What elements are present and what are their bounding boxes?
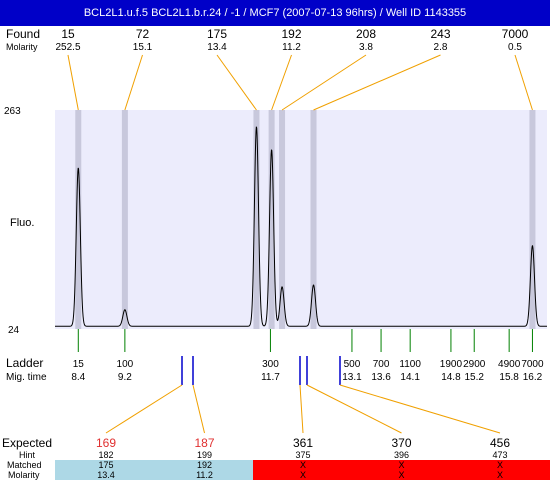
- peak-band: [529, 110, 536, 329]
- peak-band: [310, 110, 317, 329]
- ladder-size-value: 1100: [399, 359, 421, 370]
- hint-value: 375: [295, 450, 310, 460]
- peak-band: [75, 110, 82, 329]
- ladder-size-value: 15: [73, 359, 85, 370]
- fluorescence-trace: [55, 126, 547, 327]
- peak-band: [253, 110, 260, 329]
- found-connector: [313, 54, 441, 111]
- ladder-time-value: 11.7: [261, 372, 280, 383]
- found-molarity-value: 15.1: [133, 42, 153, 53]
- ladder-time-value: 8.4: [71, 372, 85, 383]
- found-size-value: 243: [430, 27, 450, 41]
- matched-molarity-value: 13.4: [97, 470, 115, 480]
- expected-size-value: 456: [490, 436, 510, 450]
- found-connector: [67, 54, 79, 111]
- hint-label: Hint: [19, 450, 36, 460]
- ladder-time-value: 16.2: [523, 372, 543, 383]
- matched-value: X: [497, 460, 503, 470]
- matched-value: X: [300, 460, 306, 470]
- ladder-size-value: 700: [373, 359, 390, 370]
- matched-molarity-value: X: [398, 470, 404, 480]
- ladder-size-value: 1900: [440, 359, 463, 370]
- y-tick-label: 263: [4, 106, 21, 117]
- ladder-size-value: 7000: [521, 359, 544, 370]
- peak-band: [279, 110, 286, 329]
- hint-value: 199: [197, 450, 212, 460]
- fluorescence-axis-label: Fluo.: [10, 217, 34, 229]
- plot-area: [55, 110, 547, 329]
- found-molarity-value: 13.4: [207, 42, 227, 53]
- expected-size-value: 361: [293, 436, 313, 450]
- migration-time-label: Mig. time: [6, 372, 47, 383]
- chart-title-bar: BCL2L1.u.f.5 BCL2L1.b.r.24 / -1 / MCF7 (…: [0, 0, 550, 26]
- ladder-size-value: 300: [262, 359, 279, 370]
- expected-connector: [306, 384, 402, 434]
- ladder-time-value: 14.1: [400, 372, 420, 383]
- found-label: Found: [6, 27, 40, 41]
- matched-label: Matched: [7, 460, 42, 470]
- matched-molarity-value: X: [300, 470, 306, 480]
- expected-label: Expected: [2, 436, 52, 450]
- hint-value: 182: [98, 450, 113, 460]
- y-tick-label: 24: [8, 325, 20, 336]
- ladder-time-value: 13.6: [371, 372, 391, 383]
- ladder-time-value: 15.8: [499, 372, 519, 383]
- ladder-size-value: 100: [117, 359, 134, 370]
- matched-value: 192: [197, 460, 212, 470]
- found-size-value: 175: [207, 27, 227, 41]
- hint-value: 396: [394, 450, 409, 460]
- expected-connector: [192, 384, 205, 434]
- found-molarity-value: 252.5: [55, 42, 80, 53]
- ladder-time-value: 9.2: [118, 372, 132, 383]
- found-connector: [216, 54, 257, 111]
- expected-size-value: 370: [391, 436, 411, 450]
- found-size-value: 192: [281, 27, 301, 41]
- matched-molarity-value: X: [497, 470, 503, 480]
- ladder-time-value: 14.8: [441, 372, 461, 383]
- found-connector: [271, 54, 292, 111]
- peak-band: [268, 110, 275, 329]
- matched-value: 175: [98, 460, 113, 470]
- expected-connector: [299, 384, 304, 434]
- found-size-value: 7000: [502, 27, 529, 41]
- found-molarity-value: 2.8: [434, 42, 448, 53]
- matched-value: X: [398, 460, 404, 470]
- molarity-label: Molarity: [6, 42, 38, 52]
- unmatched-band: [253, 460, 550, 480]
- ladder-size-value: 500: [344, 359, 361, 370]
- found-size-value: 72: [136, 27, 150, 41]
- expected-size-value: 169: [96, 436, 116, 450]
- hint-value: 473: [492, 450, 507, 460]
- peak-band: [121, 110, 128, 329]
- found-size-value: 208: [356, 27, 376, 41]
- expected-connector: [339, 384, 501, 434]
- found-connector: [514, 54, 533, 111]
- ladder-time-value: 15.2: [464, 372, 484, 383]
- ladder-size-value: 2900: [463, 359, 486, 370]
- found-molarity-value: 11.2: [282, 42, 301, 53]
- found-connector: [281, 54, 367, 111]
- ladder-time-value: 13.1: [342, 372, 362, 383]
- found-connector: [124, 54, 143, 111]
- ladder-size-value: 4900: [498, 359, 521, 370]
- found-molarity-value: 3.8: [359, 42, 373, 53]
- matched-band: [55, 460, 253, 480]
- found-molarity-value: 0.5: [508, 42, 522, 53]
- expected-connector: [105, 384, 183, 434]
- ladder-label: Ladder: [6, 356, 43, 370]
- found-size-value: 15: [61, 27, 75, 41]
- matched-molarity-value: 11.2: [196, 470, 213, 480]
- expected-size-value: 187: [194, 436, 214, 450]
- bottom-molarity-label: Molarity: [8, 470, 40, 480]
